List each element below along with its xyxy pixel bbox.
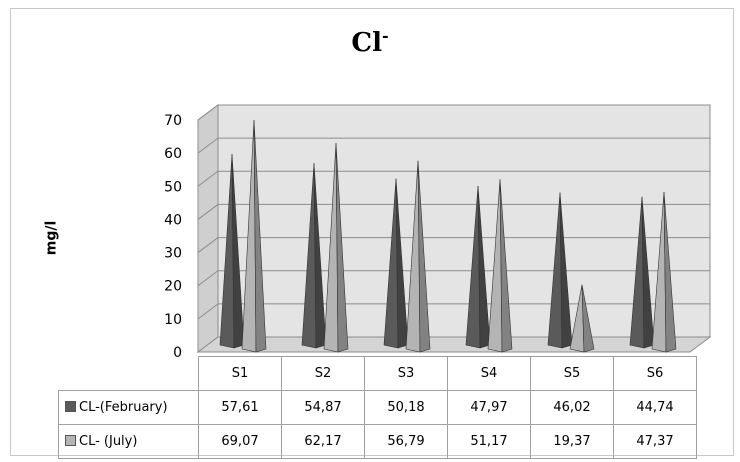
- data-label: 47,37: [613, 424, 697, 459]
- category-label: S3: [364, 356, 448, 391]
- cone-face-right: [335, 142, 349, 353]
- data-table: S1 S2 S3 S4 S5 S6 CL-(February) 57,61 54…: [58, 356, 697, 459]
- data-label: 69,07: [198, 424, 282, 459]
- table-row: CL- (July) 69,07 62,17 56,79 51,17 19,37…: [58, 424, 697, 459]
- cone-face-right: [417, 160, 431, 353]
- cone-july-s6: [651, 191, 677, 353]
- gridline-side: [197, 270, 219, 287]
- y-tick-labels: 0 10 20 30 40 50 60 70: [164, 113, 182, 361]
- y-tick-label: 50: [164, 179, 182, 195]
- cone-february-s3: [383, 178, 409, 349]
- table-row: CL-(February) 57,61 54,87 50,18 47,97 46…: [58, 390, 697, 425]
- cone-face-right: [663, 191, 677, 353]
- y-tick-label: 20: [164, 279, 182, 295]
- data-label: 51,17: [447, 424, 531, 459]
- cone-july-s3: [405, 160, 431, 353]
- y-tick-label: 10: [164, 312, 182, 328]
- category-label: S5: [530, 356, 614, 391]
- data-label: 56,79: [364, 424, 448, 459]
- data-label: 50,18: [364, 390, 448, 425]
- gridline-side: [197, 170, 219, 187]
- cone-july-s5: [569, 284, 595, 353]
- side-wall: [197, 104, 219, 353]
- gridline-side: [197, 204, 219, 220]
- table-header-row: S1 S2 S3 S4 S5 S6: [59, 356, 697, 391]
- gridline-side: [197, 303, 219, 320]
- cone-february-s1: [219, 154, 245, 349]
- cone-july-s2: [323, 142, 349, 353]
- y-tick-label: 30: [164, 246, 182, 262]
- category-label: S4: [447, 356, 531, 391]
- gridline-side: [197, 104, 219, 121]
- y-tick-label: 70: [164, 113, 182, 129]
- cone-face-right: [395, 178, 409, 349]
- cone-face-right: [581, 284, 595, 353]
- data-label: 54,87: [281, 390, 365, 425]
- category-label: S2: [281, 356, 365, 391]
- cone-february-s4: [465, 185, 491, 349]
- table-corner: [59, 357, 199, 391]
- category-label: S1: [198, 356, 282, 391]
- data-label: 62,17: [281, 424, 365, 459]
- y-tick-label: 60: [164, 146, 182, 162]
- data-label: 57,61: [198, 390, 282, 425]
- y-tick-label: 0: [173, 345, 182, 361]
- cone-face-right: [559, 192, 573, 349]
- y-tick-label: 40: [164, 212, 182, 228]
- cone-face-right: [477, 185, 491, 349]
- gridline-side: [197, 237, 219, 253]
- cone-february-s2: [301, 163, 327, 349]
- cone-february-s5: [547, 192, 573, 349]
- cone-face-right: [231, 154, 245, 349]
- legend-entry-july: CL- (July): [58, 424, 199, 459]
- data-label: 47,97: [447, 390, 531, 425]
- cone-marks: [219, 120, 677, 353]
- cone-face-right: [499, 179, 513, 353]
- gridlines: [197, 104, 710, 320]
- legend-swatch: [65, 401, 76, 412]
- legend-swatch: [65, 435, 76, 446]
- cone-july-s1: [241, 120, 267, 353]
- legend-entry-february: CL-(February): [58, 390, 199, 425]
- data-label: 44,74: [613, 390, 697, 425]
- cone-face-right: [641, 196, 655, 349]
- cone-face-right: [313, 163, 327, 349]
- chart-title: Cl-: [351, 26, 389, 58]
- cone-face-right: [253, 120, 267, 353]
- category-label: S6: [613, 356, 697, 391]
- data-label: 46,02: [530, 390, 614, 425]
- cone-february-s6: [629, 196, 655, 349]
- cone-july-s4: [487, 179, 513, 353]
- data-label: 19,37: [530, 424, 614, 459]
- gridline-side: [197, 137, 219, 154]
